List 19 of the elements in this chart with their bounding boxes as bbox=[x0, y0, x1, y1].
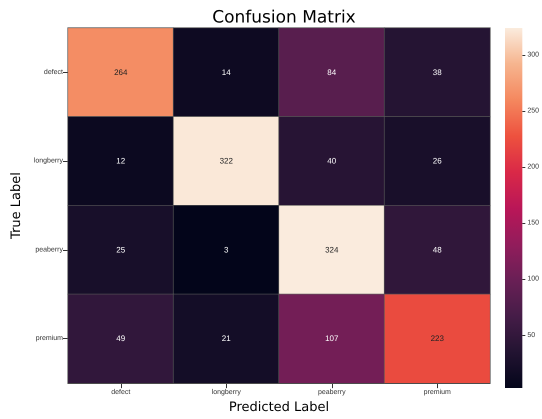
data-label: 14 bbox=[222, 68, 232, 77]
data-label: 12 bbox=[116, 156, 126, 166]
chart-title: Confusion Matrix bbox=[212, 8, 356, 28]
data-label: 25 bbox=[116, 245, 126, 254]
data-label: 3 bbox=[224, 245, 230, 254]
x-axis-title: Predicted Label bbox=[228, 400, 330, 415]
data-label: 107 bbox=[325, 334, 339, 344]
data-label: 324 bbox=[325, 245, 339, 254]
data-label: 40 bbox=[327, 156, 337, 166]
data-label: 84 bbox=[327, 68, 337, 77]
data-label: 38 bbox=[432, 68, 442, 77]
data-label: 322 bbox=[220, 156, 234, 166]
data-label: 264 bbox=[114, 68, 128, 77]
data-label: 49 bbox=[116, 334, 126, 344]
data-label: 48 bbox=[432, 245, 442, 254]
data-label: 21 bbox=[222, 334, 232, 344]
y-axis-title: True Label bbox=[8, 172, 24, 240]
data-label: 223 bbox=[430, 334, 444, 344]
data-label: 26 bbox=[432, 156, 442, 166]
